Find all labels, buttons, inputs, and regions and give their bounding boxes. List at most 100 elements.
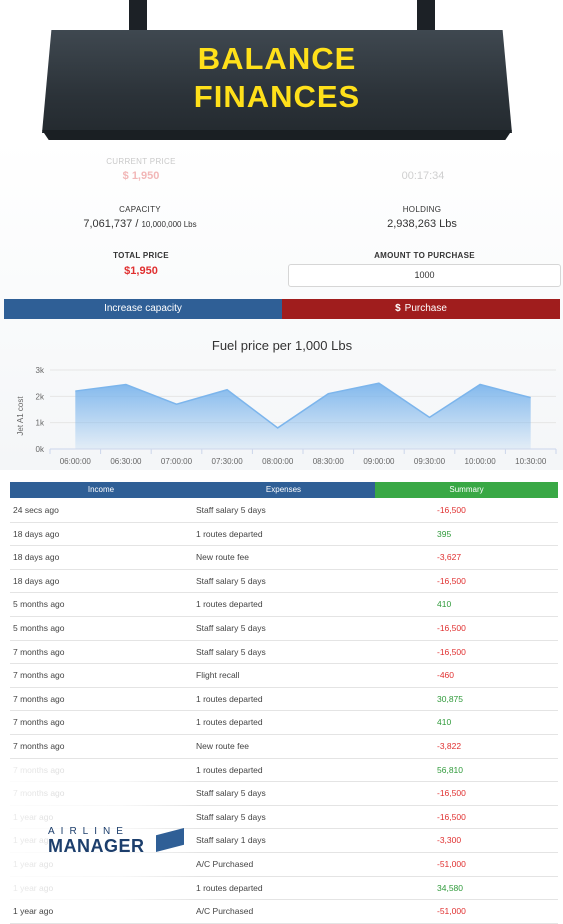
row-time: 24 secs ago	[13, 505, 59, 515]
sign-title-line1: BALANCE	[197, 41, 357, 76]
table-row: 18 days ago New route fee -3,627	[10, 546, 558, 570]
total-price: TOTAL PRICE $1,950	[60, 251, 222, 277]
chart-x-tick: 07:00:00	[161, 457, 193, 466]
row-amount: -16,500	[437, 575, 466, 586]
row-amount: -16,500	[437, 505, 466, 515]
row-description: Flight recall	[196, 670, 240, 681]
row-time: 5 months ago	[13, 622, 65, 633]
table-row: 7 months ago Staff salary 5 days -16,500	[10, 641, 558, 665]
header-sign: BALANCE FINANCES	[0, 0, 563, 150]
table-row: 5 months ago Staff salary 5 days -16,500	[10, 617, 558, 641]
purchase-button[interactable]: $ Purchase	[282, 299, 560, 319]
capacity-readout: 7,061,737 / 10,000,000 Lbs	[40, 218, 240, 230]
holding: HOLDING 2,938,263 Lbs	[322, 205, 522, 230]
increase-capacity-button[interactable]: Increase capacity	[4, 299, 282, 319]
dollar-icon: $	[395, 303, 401, 314]
row-description: New route fee	[196, 552, 249, 563]
capacity: CAPACITY 7,061,737 / 10,000,000 Lbs	[40, 205, 240, 230]
chart-y-tick: 3k	[36, 366, 45, 375]
chart-area	[75, 383, 531, 449]
chart-title: Fuel price per 1,000 Lbs	[211, 338, 353, 353]
sign-title-line2: FINANCES	[193, 79, 361, 114]
capacity-value: 7,061,737	[83, 218, 133, 230]
logo-fade	[0, 760, 200, 900]
chart-svg: Jet A1 cost 0k 1k 2k 3k 06:00:00 06:30:00 07:0…	[16, 366, 557, 466]
row-time: 5 months ago	[13, 599, 65, 610]
sign-title: BALANCE FINANCES	[42, 40, 512, 116]
total-price-label: TOTAL PRICE	[113, 251, 169, 260]
airline-manager-logo: AIRLINE MANAGER	[48, 826, 184, 858]
chart-y-tick: 0k	[36, 445, 45, 454]
logo-line1: AIRLINE	[48, 826, 129, 837]
row-time: 18 days ago	[13, 575, 60, 586]
chart-x-tick: 08:00:00	[262, 457, 294, 466]
header-income[interactable]: Income	[10, 482, 192, 498]
plane-icon	[156, 828, 184, 852]
chart-x-tick: 07:30:00	[212, 457, 244, 466]
capacity-label: CAPACITY	[119, 205, 161, 214]
row-description: 1 routes departed	[196, 764, 263, 775]
row-time: 18 days ago	[13, 552, 60, 563]
header-expenses[interactable]: Expenses	[192, 482, 375, 498]
amount-label: AMOUNT TO PURCHASE	[374, 251, 475, 260]
chart-x-tick: 10:00:00	[465, 457, 497, 466]
row-description: Staff salary 5 days	[196, 788, 266, 799]
chart-y-tick: 1k	[36, 419, 45, 428]
row-time: 7 months ago	[13, 646, 65, 657]
row-time: 7 months ago	[13, 740, 65, 751]
row-amount: -3,300	[437, 835, 462, 846]
current-price: CURRENT PRICE $ 1,950	[60, 157, 222, 182]
chart-x-tick: 09:30:00	[414, 457, 446, 466]
row-description: 1 routes departed	[196, 882, 263, 893]
capacity-max: 10,000,000 Lbs	[141, 220, 197, 229]
logo-line2: MANAGER	[48, 836, 145, 856]
row-description: 1 routes departed	[196, 717, 263, 728]
row-amount: 410	[437, 599, 452, 610]
chart-x-tick: 10:30:00	[515, 457, 547, 466]
chart-x-tick: 09:00:00	[363, 457, 395, 466]
row-amount: -3,822	[437, 740, 462, 751]
row-amount: -16,500	[437, 811, 466, 822]
current-price-value: $ 1,950	[122, 170, 160, 182]
holding-label: HOLDING	[402, 205, 442, 214]
table-row: 24 secs ago Staff salary 5 days -16,500	[10, 499, 558, 523]
amount-input[interactable]: 1000	[288, 264, 561, 287]
row-description: New route fee	[196, 740, 249, 751]
row-description: 1 routes departed	[196, 599, 263, 610]
chart-x-tick: 06:00:00	[60, 457, 92, 466]
table-row: 7 months ago 1 routes departed 30,875	[10, 688, 558, 712]
sign-strap-left	[129, 0, 147, 36]
row-description: Staff salary 5 days	[196, 811, 266, 822]
row-description: Staff salary 1 days	[196, 835, 266, 846]
table-row: 18 days ago Staff salary 5 days -16,500	[10, 570, 558, 594]
price-timer-value: 00:17:34	[401, 170, 445, 182]
row-amount: 30,875	[437, 693, 463, 704]
purchase-button-label: Purchase	[404, 303, 447, 314]
row-description: 1 routes departed	[196, 528, 263, 539]
fuel-price-chart: Fuel price per 1,000 Lbs Jet A1 cost 0k 1…	[4, 330, 560, 470]
table-row: 5 months ago 1 routes departed 410	[10, 593, 558, 617]
row-amount: -51,000	[437, 858, 466, 869]
header-summary[interactable]: Summary	[375, 482, 558, 498]
row-amount: -16,500	[437, 646, 466, 657]
row-description: A/C Purchased	[196, 906, 254, 917]
row-description: 1 routes departed	[196, 693, 263, 704]
table-row: 7 months ago New route fee -3,822	[10, 735, 558, 759]
capacity-separator: /	[135, 218, 139, 230]
amount-to-purchase: AMOUNT TO PURCHASE	[288, 251, 561, 260]
holding-value: 2,938,263 Lbs	[387, 218, 457, 230]
row-description: Staff salary 5 days	[196, 622, 266, 633]
chart-y-tick: 2k	[36, 392, 45, 401]
row-amount: 410	[437, 717, 452, 728]
chart-series-line	[75, 382, 531, 429]
row-description: Staff salary 5 days	[196, 646, 266, 657]
row-description: Staff salary 5 days	[196, 575, 266, 586]
table-row: 7 months ago Flight recall -460	[10, 664, 558, 688]
chart-ylabel: Jet A1 cost	[16, 396, 25, 436]
sign-strap-right	[417, 0, 435, 36]
chart-x-tick: 08:30:00	[313, 457, 345, 466]
row-time: 7 months ago	[13, 717, 65, 728]
row-amount: 56,810	[437, 764, 463, 775]
row-description: Staff salary 5 days	[196, 505, 266, 515]
row-amount: 395	[437, 528, 452, 539]
